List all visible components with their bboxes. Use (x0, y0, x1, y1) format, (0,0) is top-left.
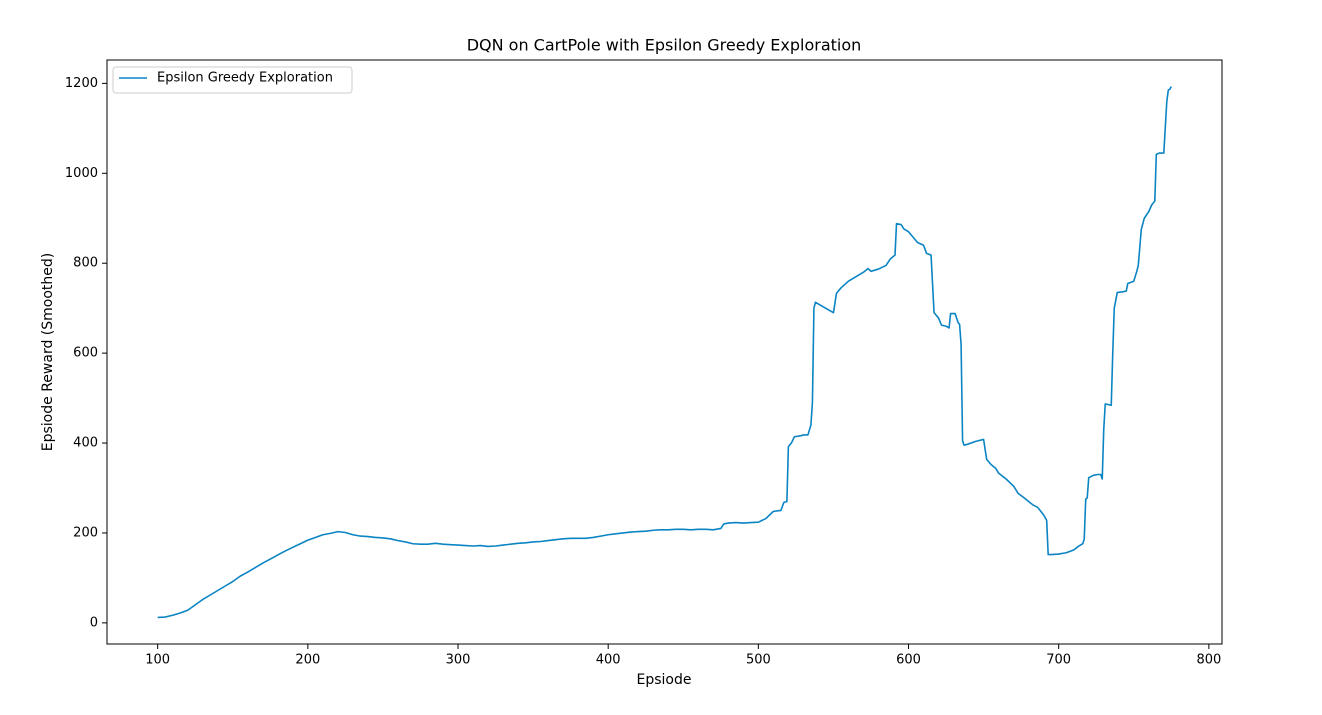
x-tick-label: 500 (746, 653, 771, 668)
legend-label: Epsilon Greedy Exploration (157, 71, 333, 86)
legend-box (112, 66, 353, 94)
x-tick-label: 300 (446, 653, 471, 668)
data-line (157, 86, 1173, 619)
x-tick-label: 700 (1046, 653, 1071, 668)
chart-title: DQN on CartPole with Epsilon Greedy Expl… (467, 36, 862, 55)
y-tick-label: 400 (73, 436, 98, 451)
y-tick-label: 800 (73, 256, 98, 271)
y-tick-label: 1200 (65, 76, 98, 91)
x-tick-label: 400 (596, 653, 621, 668)
x-tick-label: 100 (145, 653, 170, 668)
y-tick-label: 600 (73, 346, 98, 361)
y-tick-label: 200 (73, 525, 98, 540)
y-tick-label: 1000 (65, 166, 98, 181)
y-tick-label: 0 (90, 615, 98, 630)
x-axis-label: Epsiode (637, 672, 692, 688)
plot-frame (106, 59, 1223, 645)
x-tick-label: 200 (295, 653, 320, 668)
x-tick-label: 800 (1196, 653, 1221, 668)
x-tick-label: 600 (896, 653, 921, 668)
y-axis-label: Epsiode Reward (Smoothed) (40, 253, 56, 451)
